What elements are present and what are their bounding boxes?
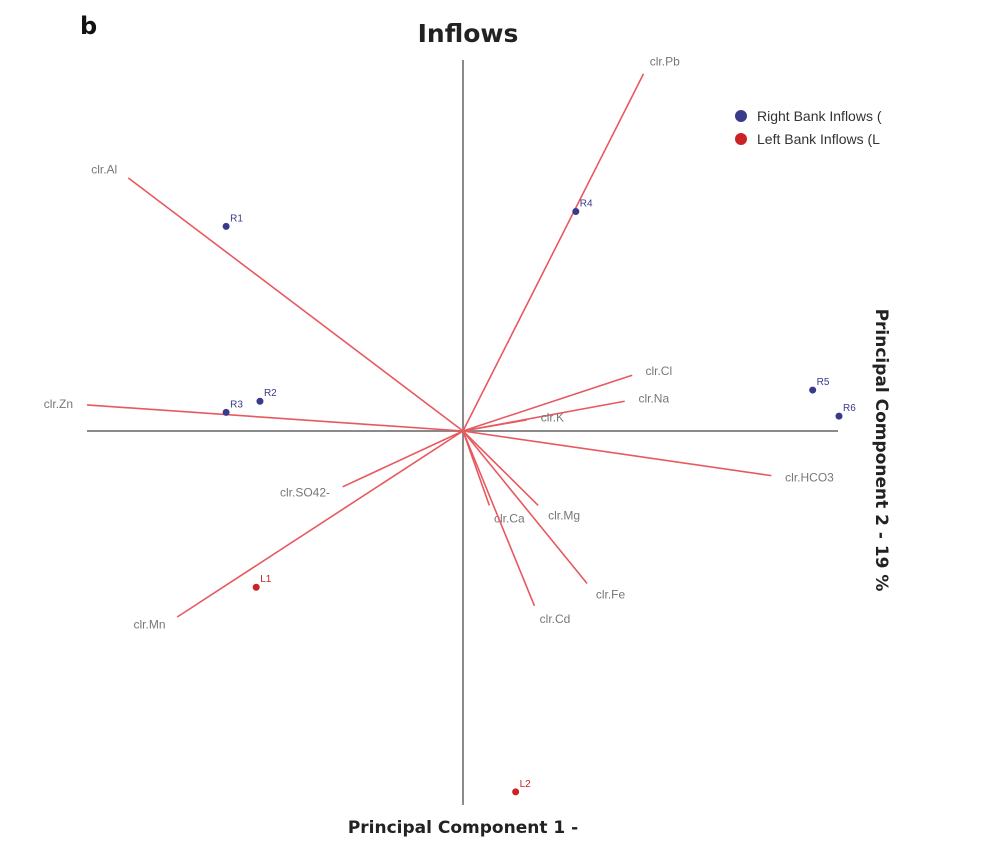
loading-label-clr-ca: clr.Ca [494,512,525,526]
observation-label-l1: L1 [260,574,272,585]
legend: Right Bank Inflows ( Left Bank Inflows (… [735,108,882,147]
observation-label-r1: R1 [230,213,243,224]
observation-point-r6 [835,412,843,420]
loading-vector-clr-mg [462,430,539,506]
loading-vectors: clr.Pb clr.Al clr.Zn clr.Cl clr.Na clr.K clr.H… [44,54,834,631]
legend-marker-right-bank [735,110,747,122]
loading-label-clr-mg: clr.Mg [548,508,580,522]
legend-label-right-bank: Right Bank Inflows ( [757,108,882,124]
observation-point-r5 [809,386,817,394]
loading-vector-clr-fe [462,430,588,585]
observation-point-r2 [256,397,264,405]
loading-vector-clr-cd [462,430,536,607]
observation-point-l1 [252,583,260,591]
observation-point-r1 [222,222,230,230]
loading-vector-clr-mn [176,430,464,618]
loading-vector-clr-al [127,177,464,432]
loading-label-clr-hco3: clr.HCO3 [785,471,834,485]
observation-label-l2: L2 [520,779,532,790]
loading-label-clr-al: clr.Al [91,163,117,177]
loading-label-clr-cl: clr.Cl [645,364,672,378]
loading-vector-clr-hco3 [462,430,772,477]
loading-label-clr-k: clr.K [541,410,564,424]
loading-vector-clr-zn [86,404,464,432]
observation-point-r4 [572,208,580,216]
observation-point-r3 [222,408,230,416]
loading-label-clr-cd: clr.Cd [540,612,571,626]
observation-label-r3: R3 [230,399,243,410]
observation-label-r4: R4 [580,199,593,210]
loading-vector-clr-so42 [342,430,464,488]
loading-label-clr-na: clr.Na [638,392,669,406]
loading-label-clr-mn: clr.Mn [134,618,166,632]
panel-label: b [80,12,97,40]
observation-label-r6: R6 [843,403,856,414]
chart-title: Inflows [418,19,519,48]
loading-vector-clr-pb [462,73,645,432]
observation-label-r5: R5 [817,377,830,388]
observation-point-l2 [512,788,520,796]
loading-vector-clr-k [462,419,528,432]
loading-label-clr-so42: clr.SO42- [280,486,330,500]
loading-label-clr-pb: clr.Pb [650,54,680,68]
legend-label-left-bank: Left Bank Inflows (L [757,131,880,147]
observation-points: R4 R1 R2 R3 R5 R6 L1 L2 [222,199,856,796]
observation-label-r2: R2 [264,388,277,399]
loading-label-clr-fe: clr.Fe [596,587,626,601]
y-axis-title: Principal Component 2 - 19 % [871,309,891,592]
loading-label-clr-zn: clr.Zn [44,397,73,411]
loading-vector-clr-cl [462,374,633,432]
legend-marker-left-bank [735,133,747,145]
x-axis-title: Principal Component 1 - [348,818,578,838]
